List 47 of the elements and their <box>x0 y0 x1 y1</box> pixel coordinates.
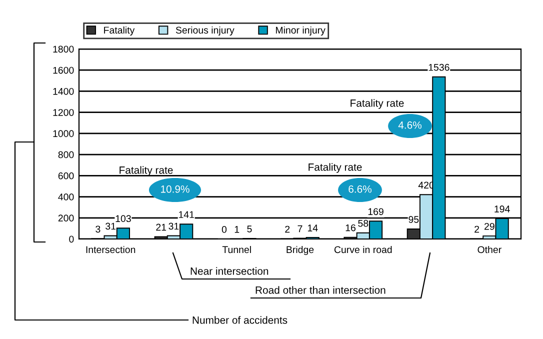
data-label: 0 <box>222 226 227 233</box>
data-label: 3 <box>96 226 100 233</box>
y-tick-label: 1200 <box>53 109 74 116</box>
legend-label: Serious injury <box>176 26 234 36</box>
x-tick-label: Bridge <box>286 246 314 256</box>
annotation: 6.6% <box>348 185 372 193</box>
annotation: Fatality rate <box>308 163 362 173</box>
text: Number of accidents <box>192 316 288 324</box>
legend-label: Minor injury <box>276 26 326 36</box>
data-label: 31 <box>106 222 116 230</box>
data-label: 1 <box>234 226 240 233</box>
annotation: 10.9% <box>161 185 190 193</box>
data-label: 7 <box>298 225 302 232</box>
data-label: 16 <box>346 224 356 232</box>
annotation: Fatality rate <box>350 99 404 109</box>
data-label: 141 <box>178 211 194 218</box>
data-label: 194 <box>494 206 510 212</box>
data-label: 2 <box>474 226 480 233</box>
text: Road other than intersection <box>256 286 386 294</box>
y-tick-label: 1000 <box>53 130 74 138</box>
data-label: 58 <box>358 220 368 227</box>
annotation: Fatality rate <box>120 166 173 176</box>
data-label: 2 <box>285 226 290 233</box>
x-tick-label: Curve in road <box>334 246 392 254</box>
data-label: 14 <box>308 224 318 232</box>
text: Near intersection <box>190 267 268 275</box>
data-label: 169 <box>368 208 384 216</box>
y-tick-label: 0 <box>69 236 74 243</box>
y-tick-label: 800 <box>58 151 74 158</box>
data-label: 29 <box>484 222 494 230</box>
y-tick-label: 400 <box>58 194 74 200</box>
y-tick-label: 1600 <box>53 66 74 74</box>
y-tick-label: 600 <box>58 172 74 180</box>
data-label: 103 <box>116 215 131 222</box>
data-label: 31 <box>168 222 179 230</box>
y-tick-label: 200 <box>58 214 74 222</box>
y-tick-label: 1400 <box>53 88 74 95</box>
x-tick-label: Other <box>478 246 502 254</box>
x-tick-label: Tunnel <box>222 246 251 254</box>
data-label: 1536 <box>428 64 450 71</box>
data-label: 5 <box>247 226 252 232</box>
data-label: 95 <box>408 216 419 223</box>
legend-label: Fatality <box>104 26 135 36</box>
annotation: 4.6% <box>398 121 422 129</box>
data-label: 21 <box>156 224 166 231</box>
x-tick-label: Intersection <box>86 246 136 254</box>
y-tick-label: 1800 <box>53 46 74 53</box>
